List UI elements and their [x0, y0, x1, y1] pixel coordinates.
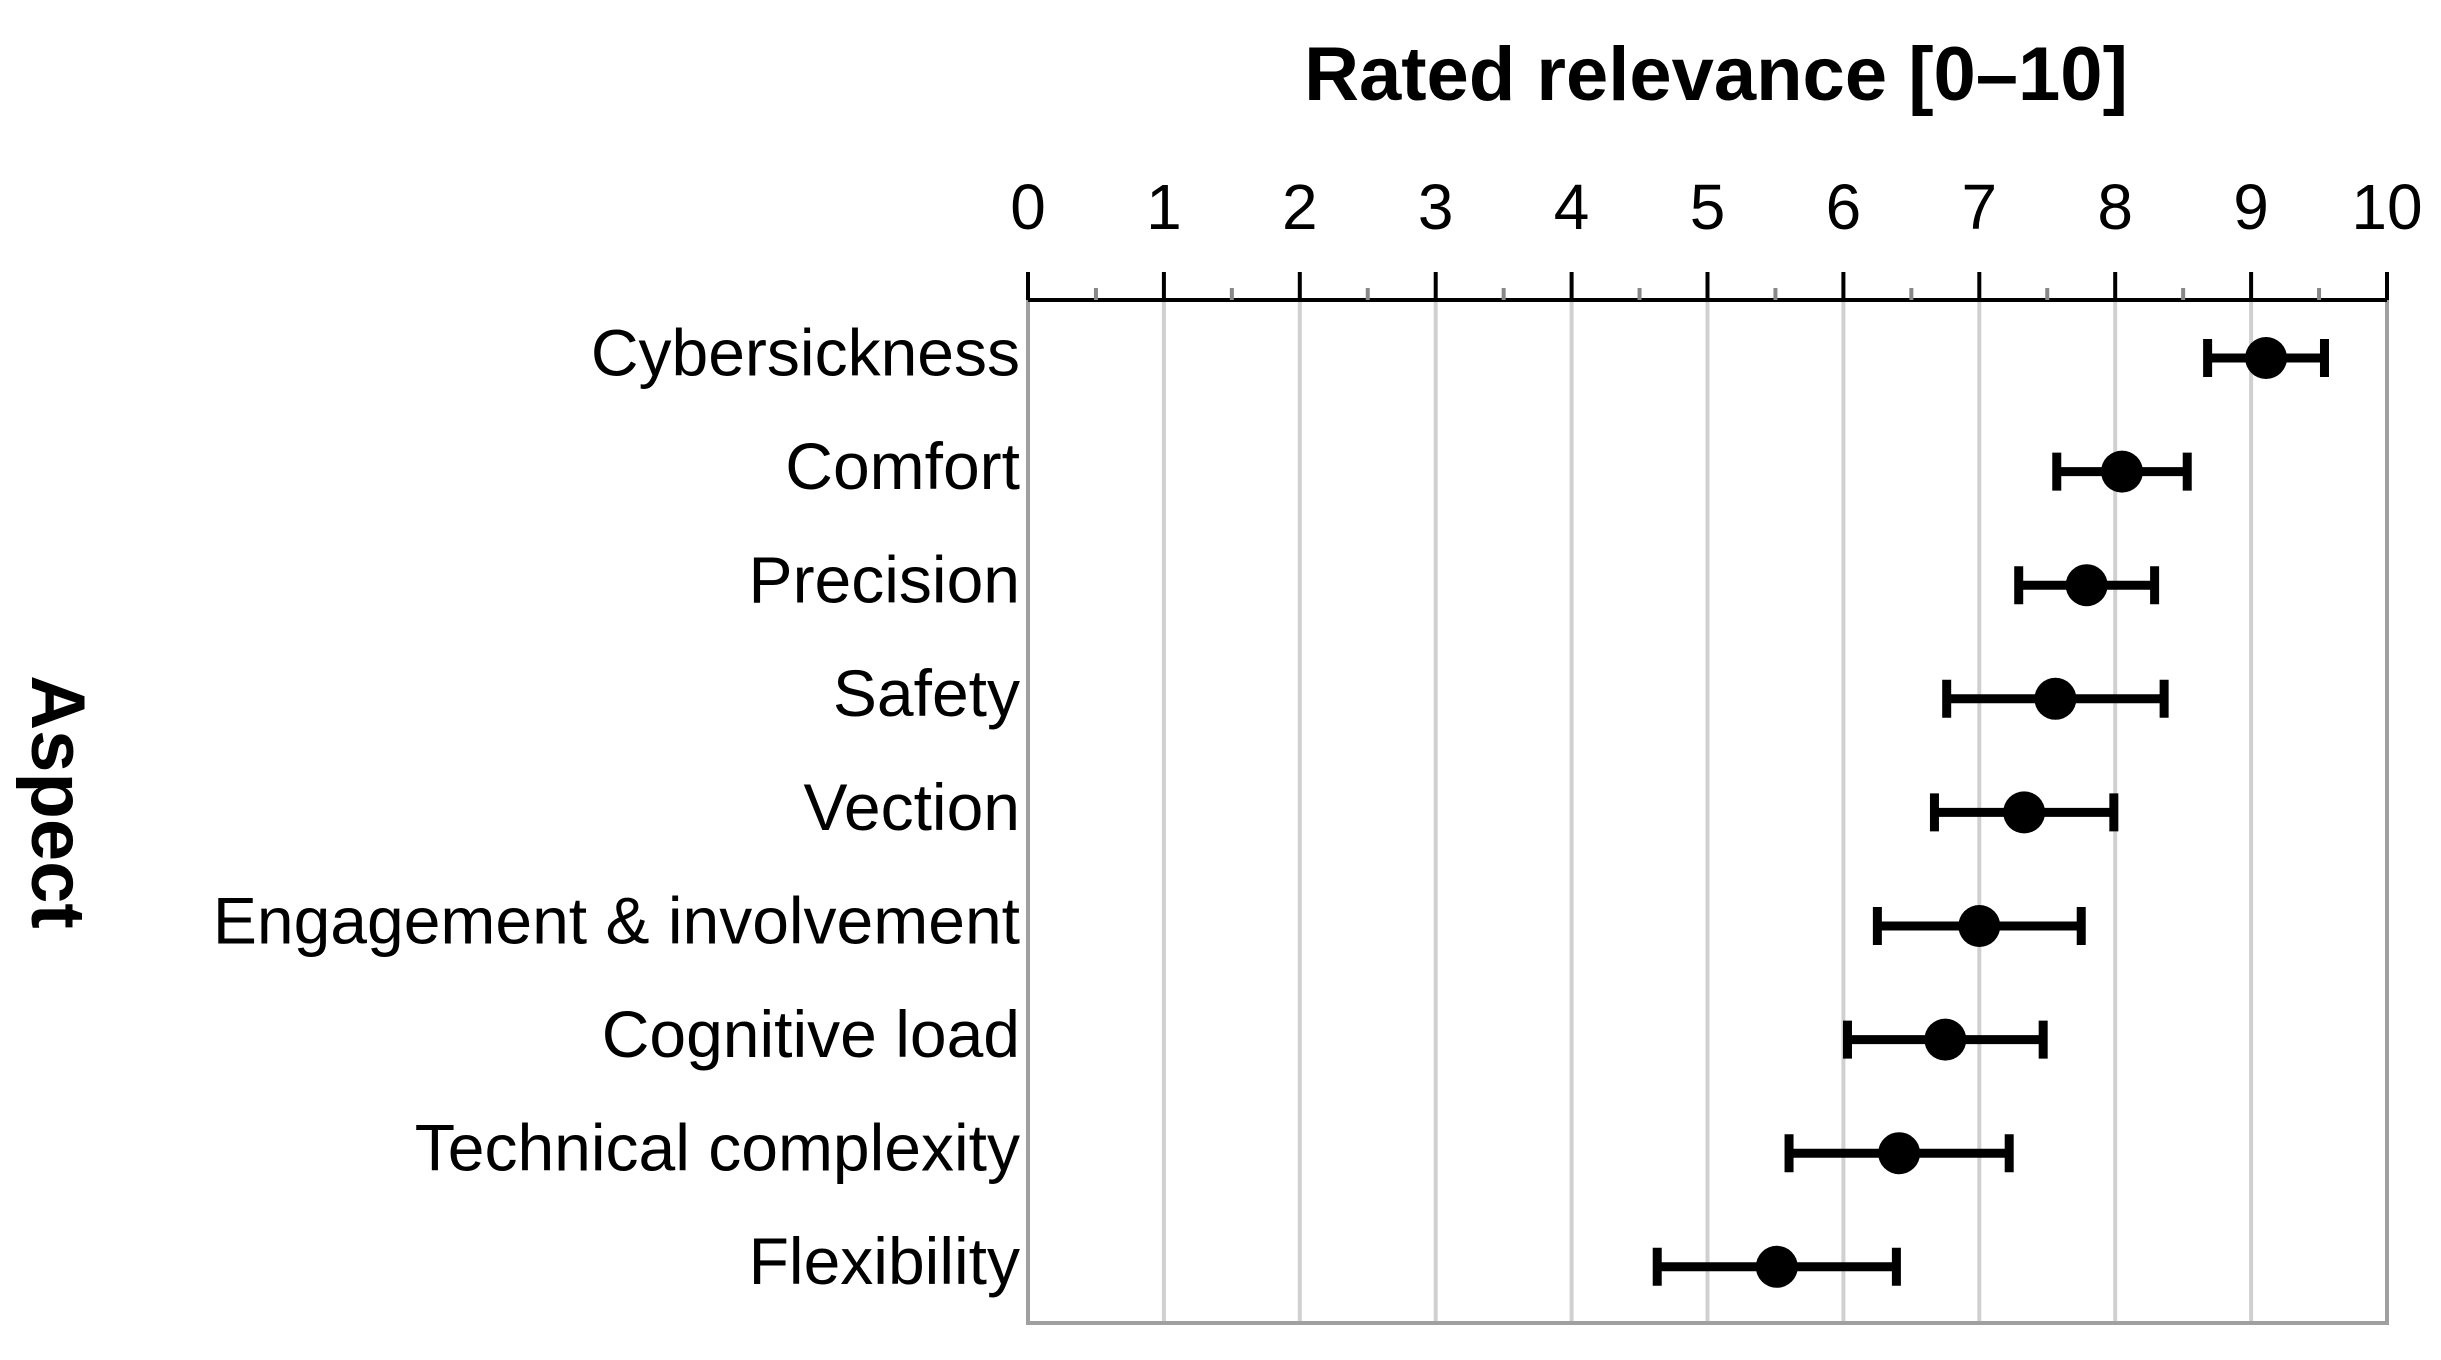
dot	[1755, 1245, 1798, 1288]
dot	[1878, 1132, 1921, 1175]
dot	[2003, 791, 2046, 834]
dot	[2065, 564, 2108, 607]
x-tick-label: 4	[1554, 171, 1590, 243]
y-tick-label: Flexibility	[749, 1224, 1020, 1298]
dot	[1958, 905, 2001, 947]
y-tick-label: Precision	[749, 543, 1020, 617]
x-tick-label: 2	[1282, 171, 1318, 243]
y-axis-label: Aspect	[15, 675, 100, 928]
x-tick-label: 7	[1962, 171, 1998, 243]
x-tick-label: 10	[2351, 171, 2422, 243]
y-tick-label: Engagement & involvement	[213, 883, 1020, 957]
x-tick-label: 5	[1690, 171, 1726, 243]
y-tick-label: Vection	[804, 770, 1021, 844]
x-tick-label: 1	[1146, 171, 1182, 243]
chart-title: Rated relevance [0–10]	[1304, 32, 2128, 117]
y-tick-label: Safety	[833, 656, 1020, 730]
y-tick-label: Cognitive load	[602, 997, 1020, 1071]
y-tick-label: Technical complexity	[415, 1111, 1020, 1185]
x-tick-label: 0	[1010, 171, 1046, 243]
x-tick-label: 8	[2097, 171, 2133, 243]
x-tick-label: 3	[1418, 171, 1454, 243]
x-tick-label: 9	[2233, 171, 2269, 243]
y-tick-label: Comfort	[785, 429, 1020, 503]
y-tick-label: Cybersickness	[591, 315, 1020, 389]
dot	[2245, 337, 2288, 379]
dot	[1924, 1018, 1967, 1061]
x-tick-label: 6	[1826, 171, 1862, 243]
dot	[2034, 677, 2077, 720]
dot	[2100, 450, 2143, 493]
